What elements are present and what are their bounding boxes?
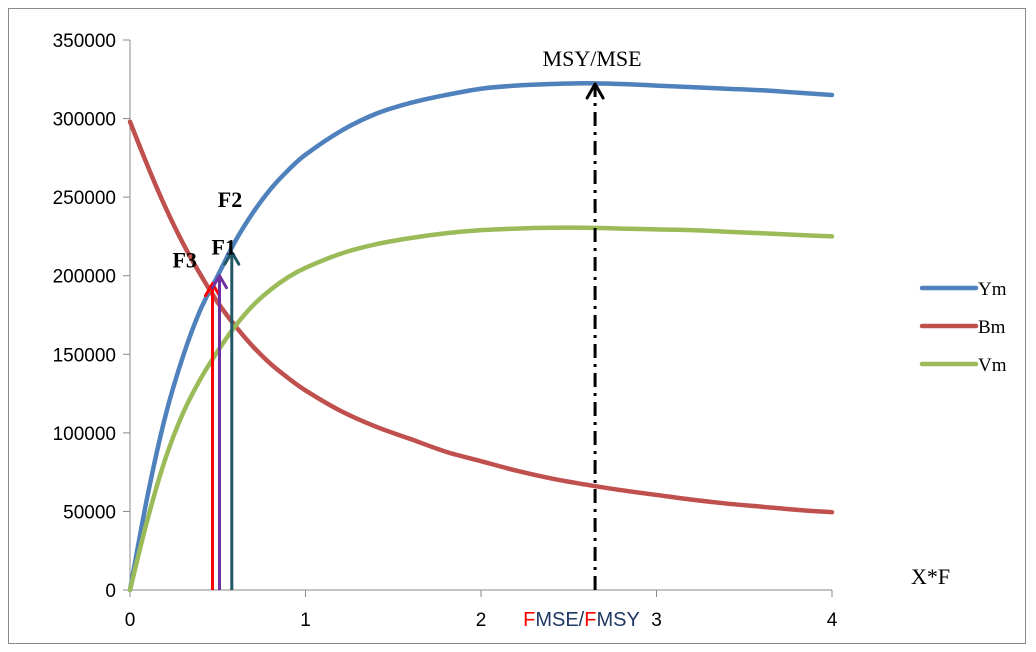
- y-tick-label: 200000: [53, 267, 116, 288]
- legend: Ym Bm Vm: [919, 279, 1007, 376]
- x-annotation-part: MSY: [596, 609, 639, 631]
- axes: 0 50000 100000 150000 200000 250000 300000 3500…: [53, 31, 838, 631]
- x-annotation-fmse-fmsy: FMSE/FMSY: [523, 609, 640, 631]
- x-tick-label: 0: [125, 610, 136, 631]
- x-axis-title: X*F: [911, 564, 950, 589]
- series-line-bm: [127, 119, 835, 515]
- y-tick-label: 250000: [53, 188, 116, 209]
- label-f1: F1: [212, 235, 236, 260]
- legend-label-bm: Bm: [978, 317, 1006, 338]
- series-lines: [127, 80, 835, 593]
- y-tick-label: 300000: [53, 110, 116, 131]
- arrow-head-f2: [223, 250, 241, 266]
- y-tick-label: 50000: [63, 502, 116, 523]
- y-tick-label: 350000: [53, 31, 116, 52]
- label-f3: F3: [172, 248, 196, 273]
- arrow-head-f3: [203, 282, 221, 298]
- x-tick-label: 1: [300, 610, 311, 631]
- x-tick-label: 4: [827, 610, 838, 631]
- series-line-ym: [127, 80, 835, 593]
- x-annotation-part: F: [584, 609, 596, 631]
- reference-arrows: [203, 82, 605, 590]
- label-msy-mse: MSY/MSE: [543, 46, 642, 71]
- y-tick-label: 0: [105, 581, 116, 602]
- arrow-head-f1: [211, 274, 229, 290]
- chart-frame: [8, 8, 1026, 644]
- x-annotation-part: MSE/: [535, 609, 584, 631]
- legend-label-ym: Ym: [978, 279, 1007, 300]
- series-line-vm: [127, 225, 835, 593]
- x-tick-label: 2: [476, 610, 487, 631]
- label-f2: F2: [218, 187, 242, 212]
- x-tick-label: 3: [651, 610, 662, 631]
- y-tick-label: 150000: [53, 345, 116, 366]
- x-annotation-part: F: [523, 609, 535, 631]
- y-tick-label: 100000: [53, 424, 116, 445]
- arrow-head-msy-mse: [585, 82, 605, 100]
- legend-label-vm: Vm: [978, 355, 1007, 376]
